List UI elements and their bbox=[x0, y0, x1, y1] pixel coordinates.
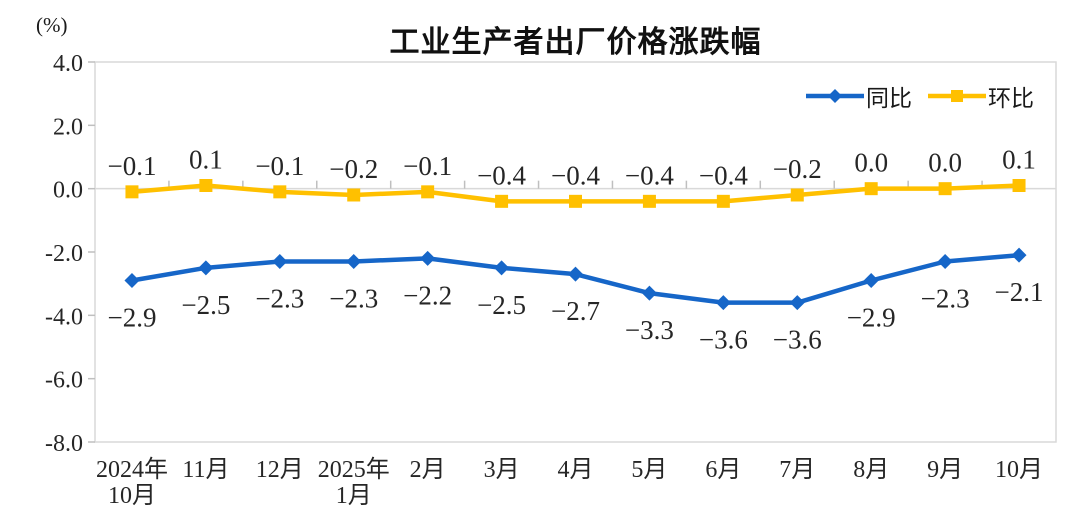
y-axis-unit-label: (%) bbox=[36, 13, 68, 37]
data-point-marker-diamond bbox=[937, 254, 953, 269]
x-axis-label: 2月 bbox=[410, 457, 446, 483]
data-label: −3.3 bbox=[625, 315, 674, 345]
data-point-marker-diamond bbox=[863, 273, 879, 288]
data-point-marker-diamond bbox=[420, 250, 436, 266]
data-label: −0.1 bbox=[403, 151, 452, 181]
data-label: −3.6 bbox=[773, 325, 822, 355]
data-point-marker-square bbox=[864, 182, 878, 196]
data-point-marker-square bbox=[938, 182, 952, 196]
data-label: −0.4 bbox=[625, 160, 674, 190]
data-label: −2.7 bbox=[551, 296, 600, 326]
x-axis-label: 2024年 bbox=[96, 456, 168, 483]
legend: 同比 环比 bbox=[806, 79, 1034, 113]
data-point-marker-diamond bbox=[641, 285, 657, 301]
data-point-marker-diamond bbox=[715, 295, 731, 311]
data-label: −2.3 bbox=[329, 284, 378, 314]
data-label: −0.4 bbox=[551, 160, 600, 190]
data-label: −0.2 bbox=[773, 154, 822, 184]
legend-marker-tongbi-line-diamond-icon bbox=[806, 89, 864, 103]
data-point-marker-square bbox=[347, 188, 361, 202]
data-point-marker-square bbox=[716, 194, 730, 208]
legend-marker-huanbi-line-square-icon bbox=[928, 90, 986, 102]
x-axis-label: 3月 bbox=[484, 457, 520, 483]
data-point-marker-square bbox=[642, 194, 656, 208]
data-label: 0.1 bbox=[1002, 145, 1036, 175]
data-point-marker-diamond bbox=[346, 254, 362, 269]
y-axis-tick-label: 4.0 bbox=[53, 51, 83, 77]
data-label: −2.9 bbox=[847, 303, 896, 333]
data-label: −0.4 bbox=[699, 160, 748, 190]
chart-title: 工业生产者出厂价格涨跌幅 bbox=[389, 26, 762, 59]
plot-border bbox=[94, 61, 1057, 443]
data-point-marker-diamond bbox=[1011, 247, 1027, 263]
data-point-marker-square bbox=[569, 194, 582, 208]
data-point-marker-square bbox=[199, 179, 213, 192]
data-point-marker-square bbox=[125, 185, 139, 199]
data-label: −2.1 bbox=[995, 277, 1044, 307]
x-axis-label: 5月 bbox=[631, 457, 667, 483]
data-label: −2.3 bbox=[921, 284, 970, 314]
data-point-marker-diamond bbox=[198, 260, 214, 276]
legend-item-huanbi: 环比 bbox=[928, 79, 1034, 113]
data-label: −2.5 bbox=[477, 290, 526, 320]
x-axis-label: 1月 bbox=[336, 483, 372, 509]
x-axis-label: 7月 bbox=[779, 457, 815, 483]
data-point-marker-diamond bbox=[568, 266, 583, 282]
data-point-marker-square bbox=[1012, 179, 1026, 192]
data-label: −2.5 bbox=[181, 290, 230, 320]
data-label: 0.1 bbox=[189, 145, 223, 175]
x-axis-label: 8月 bbox=[853, 457, 889, 483]
y-axis-tick-label: 2.0 bbox=[53, 114, 83, 140]
x-axis-label: 4月 bbox=[558, 457, 594, 483]
data-point-marker-diamond bbox=[494, 260, 510, 276]
data-point-marker-square bbox=[790, 188, 804, 202]
x-axis-label: 10月 bbox=[108, 483, 156, 509]
data-point-marker-square bbox=[421, 185, 435, 199]
data-label: −3.6 bbox=[699, 325, 748, 355]
data-point-marker-diamond bbox=[272, 254, 288, 269]
data-label: −0.1 bbox=[107, 151, 156, 181]
x-axis-label: 9月 bbox=[927, 457, 963, 483]
data-label: −0.1 bbox=[255, 151, 304, 181]
y-axis-tick-label: 0.0 bbox=[53, 178, 83, 204]
x-axis-label: 11月 bbox=[182, 457, 229, 483]
x-axis-label: 12月 bbox=[256, 457, 304, 483]
data-label: −0.4 bbox=[477, 160, 526, 190]
y-axis-tick-label: -2.0 bbox=[45, 241, 83, 267]
data-point-marker-square bbox=[273, 185, 287, 199]
legend-item-tongbi: 同比 bbox=[806, 79, 912, 113]
data-label: −2.2 bbox=[403, 280, 452, 310]
x-axis-label: 2025年 bbox=[318, 456, 390, 483]
data-label: 0.0 bbox=[928, 148, 962, 178]
data-point-marker-square bbox=[495, 194, 509, 208]
data-label: −2.9 bbox=[107, 303, 156, 333]
data-label: −0.2 bbox=[329, 154, 378, 184]
data-point-marker-diamond bbox=[124, 273, 140, 288]
legend-label-huanbi: 环比 bbox=[988, 85, 1034, 111]
y-axis-tick-label: -4.0 bbox=[45, 304, 83, 330]
y-axis-tick-label: -6.0 bbox=[45, 368, 83, 394]
data-point-marker-diamond bbox=[789, 295, 805, 311]
legend-label-tongbi: 同比 bbox=[866, 85, 912, 111]
x-axis-label: 10月 bbox=[995, 457, 1043, 483]
data-label: −2.3 bbox=[255, 284, 304, 314]
data-label: 0.0 bbox=[854, 148, 888, 178]
x-axis-label: 6月 bbox=[705, 457, 741, 483]
y-axis-tick-label: -8.0 bbox=[45, 431, 83, 457]
